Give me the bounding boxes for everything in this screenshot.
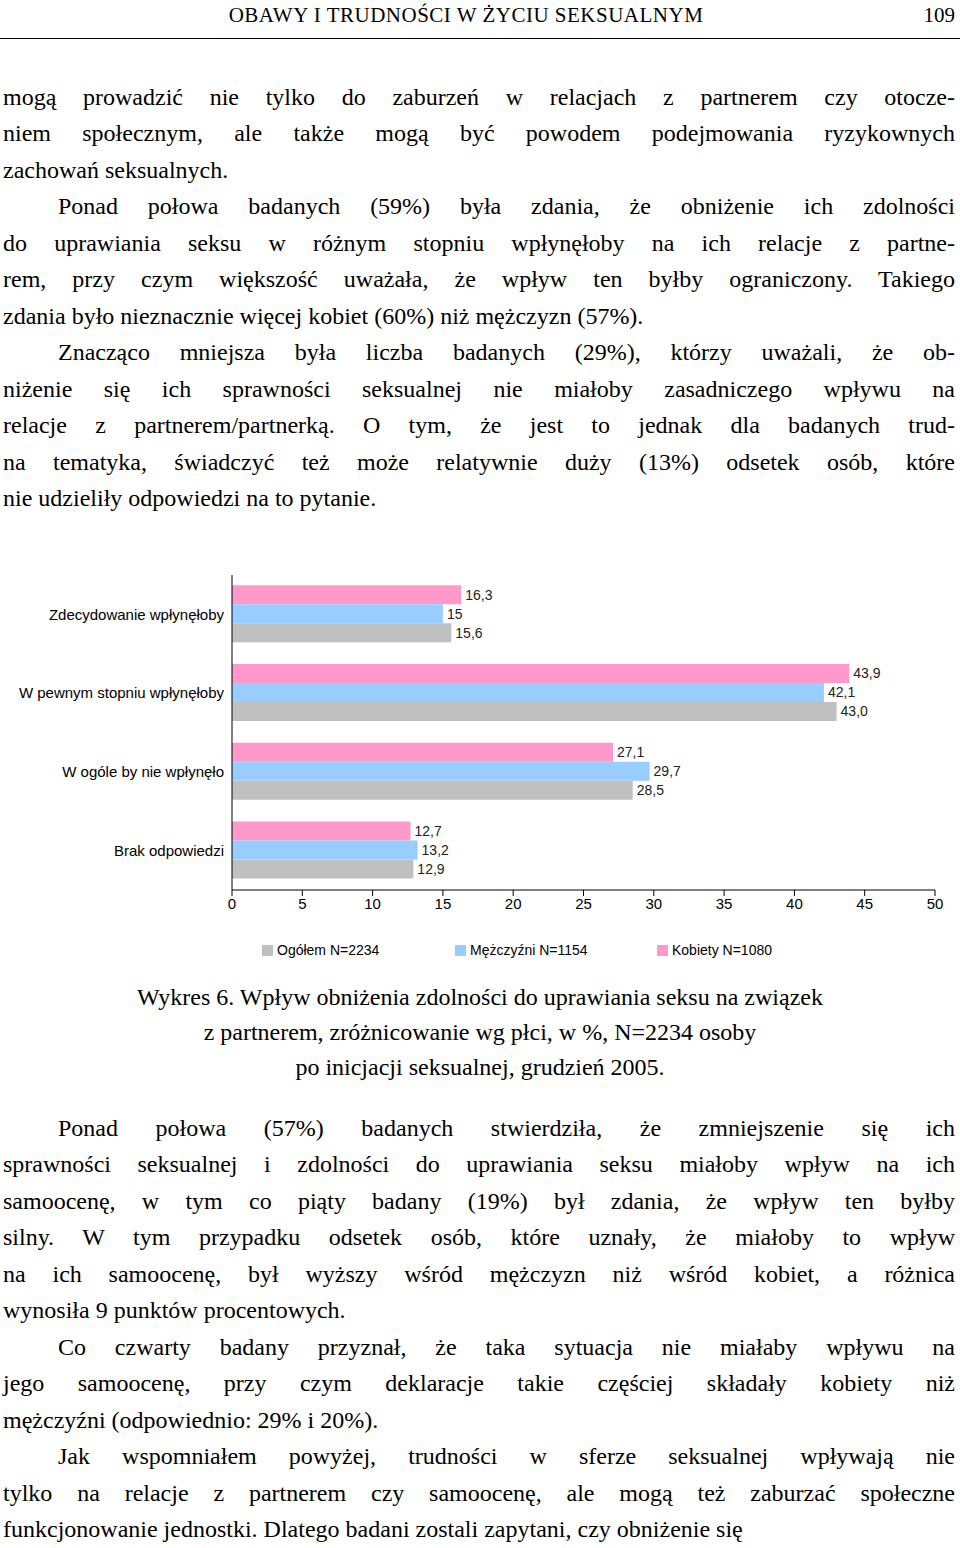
svg-text:15,6: 15,6 [455,625,482,641]
html-text:Ponad połowa badanych (59%) by: Ponad połowa badanych (59%) była zdania,… [58,193,955,220]
html-text:z partnerem, zróżnicowanie wg: z partnerem, zróżnicowanie wg płci, w %,… [203,1019,757,1045]
html-text:109: 109 [923,3,955,27]
html-text:Co czwarty badany przyznał, że: Co czwarty badany przyznał, że taka sytu… [58,1333,955,1360]
html-text:Znacząco mniejsza była liczba: Znacząco mniejsza była liczba badanych (… [58,339,955,366]
svg-text:43,9: 43,9 [853,665,880,681]
html-text:Mężczyźni N=1154: Mężczyźni N=1154 [470,942,588,958]
svg-text:45: 45 [856,895,873,912]
html-text:nie udzieliły odpowiedzi na to: nie udzieliły odpowiedzi na to pytanie. [3,485,377,512]
svg-text:28,5: 28,5 [637,782,664,798]
svg-text:12,7: 12,7 [415,823,442,839]
html-text:na tematyka, świadczyć też moż: na tematyka, świadczyć też może relatywn… [3,448,955,475]
html-text:tylko na relacje z partnerem c: tylko na relacje z partnerem czy samooce… [3,1479,955,1506]
svg-text:27,1: 27,1 [617,744,644,760]
html-text:na ich samoocenę, był wyższy w: na ich samoocenę, był wyższy wśród mężcz… [3,1260,955,1287]
html-text:do uprawiania seksu w różnym s: do uprawiania seksu w różnym stopniu wpł… [3,229,955,256]
html-text:niżenie się ich sprawności sek: niżenie się ich sprawności seksualnej ni… [3,375,955,402]
html-text:wynosiła 9 punktów procentowyc: wynosiła 9 punktów procentowych. [3,1297,346,1324]
svg-text:15: 15 [447,606,463,622]
svg-text:35: 35 [716,895,733,912]
svg-text:W ogóle by nie wpłynęło: W ogóle by nie wpłynęło [62,763,224,780]
svg-text:50: 50 [927,895,944,912]
html-text:niem społecznym, ale także mog: niem społecznym, ale także mogą być powo… [3,120,955,147]
html-text:mogą prowadzić nie tylko do za: mogą prowadzić nie tylko do zaburzeń w r… [3,83,955,110]
svg-text:Zdecydowanie wpłynęłoby: Zdecydowanie wpłynęłoby [49,606,225,623]
html-text:Ponad połowa (57%) badanych st: Ponad połowa (57%) badanych stwierdziła,… [58,1114,955,1141]
html-text:samoocenę, w tym co piąty bada: samoocenę, w tym co piąty badany (19%) b… [3,1187,955,1214]
html-text:Wykres 6. Wpływ obniżenia zdol: Wykres 6. Wpływ obniżenia zdolności do u… [137,984,823,1010]
html-text:relacje z partnerem/partnerką.: relacje z partnerem/partnerką. O tym, że… [3,412,955,439]
svg-text:20: 20 [505,895,522,912]
html-text:Ogółem N=2234: Ogółem N=2234 [277,942,380,958]
html-text:silny. W tym przypadku odsetek: silny. W tym przypadku odsetek osób, któ… [3,1224,955,1251]
svg-text:15: 15 [435,895,452,912]
svg-text:25: 25 [575,895,592,912]
html-text:mężczyźni (odpowiednio: 29% i: mężczyźni (odpowiednio: 29% i 20%). [3,1406,379,1433]
html-text:rem, przy czym większość uważa: rem, przy czym większość uważała, że wpł… [3,266,955,293]
svg-text:12,9: 12,9 [417,861,444,877]
svg-text:5: 5 [298,895,306,912]
html-text:zachowań seksualnych.: zachowań seksualnych. [3,156,229,183]
svg-text:40: 40 [786,895,803,912]
svg-text:0: 0 [228,895,236,912]
svg-text:42,1: 42,1 [828,684,855,700]
svg-text:Brak odpowiedzi: Brak odpowiedzi [114,842,224,859]
html-text:Kobiety N=1080: Kobiety N=1080 [672,942,772,958]
html-text:OBAWY I TRUDNOŚCI W ŻYCIU SEKS: OBAWY I TRUDNOŚCI W ŻYCIU SEKSUALNYM [228,3,704,27]
html-text:jego samoocenę, przy czym dekl: jego samoocenę, przy czym deklaracje tak… [3,1370,955,1397]
svg-text:10: 10 [364,895,381,912]
html-text:zdania było nieznacznie więcej: zdania było nieznacznie więcej kobiet (6… [3,302,644,329]
html-text:po inicjacji seksualnej, grudz: po inicjacji seksualnej, grudzień 2005. [295,1054,665,1080]
svg-text:43,0: 43,0 [841,703,868,719]
svg-text:W pewnym stopniu wpłynęłoby: W pewnym stopniu wpłynęłoby [19,684,225,701]
svg-text:13,2: 13,2 [422,842,449,858]
html-text:Jak wspomniałem powyżej, trudn: Jak wspomniałem powyżej, trudności w sfe… [58,1443,955,1470]
html-text:sprawności seksualnej i zdolno: sprawności seksualnej i zdolności do upr… [3,1151,955,1178]
svg-text:30: 30 [645,895,662,912]
svg-text:16,3: 16,3 [465,587,492,603]
html-text:funkcjonowanie jednostki. Dlat: funkcjonowanie jednostki. Dlatego badani… [3,1516,743,1543]
svg-text:29,7: 29,7 [654,763,681,779]
